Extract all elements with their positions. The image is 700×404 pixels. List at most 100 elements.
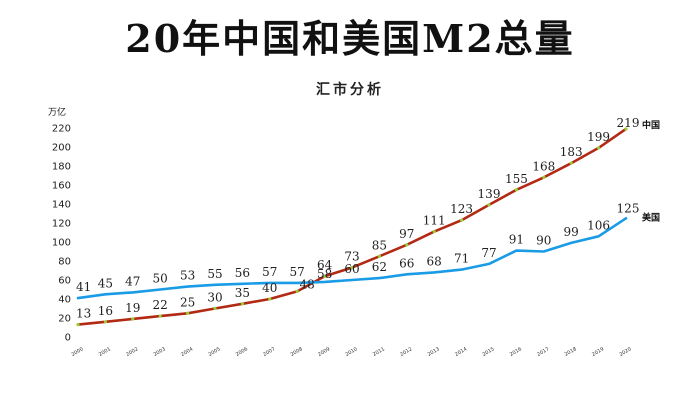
chart-title: 20年中国和美国M2总量 — [125, 16, 575, 61]
x-tick-label: 2004 — [180, 346, 194, 358]
data-label: 90 — [536, 234, 551, 248]
x-tick-label: 2010 — [344, 346, 358, 358]
x-tick-label: 2011 — [372, 346, 386, 358]
data-point — [487, 203, 491, 207]
series-name-label: 美国 — [642, 211, 660, 223]
data-label: 219 — [617, 116, 640, 130]
data-label: 57 — [262, 265, 277, 279]
data-label: 106 — [587, 218, 610, 232]
y-tick-label: 120 — [52, 219, 71, 230]
data-label: 85 — [372, 238, 387, 252]
chart-subtitle: 汇市分析 — [316, 82, 384, 98]
x-tick-label: 2020 — [618, 346, 632, 358]
data-label: 55 — [207, 267, 222, 281]
data-label: 139 — [478, 187, 501, 201]
series-line-1 — [76, 217, 628, 300]
x-tick-label: 2017 — [536, 346, 550, 358]
data-label: 41 — [76, 280, 91, 294]
x-tick-label: 2019 — [591, 346, 605, 358]
y-tick-label: 0 — [65, 333, 71, 344]
data-label: 25 — [180, 295, 195, 309]
x-tick-label: 2000 — [70, 346, 84, 358]
x-axis: 2000 2001 2002 2003 2004 2005 2006 2007 2008 2009… — [70, 346, 632, 358]
data-label: 183 — [560, 145, 583, 159]
y-tick-label: 80 — [58, 257, 71, 268]
x-tick-label: 2008 — [290, 346, 304, 358]
data-label: 97 — [399, 227, 414, 241]
y-tick-label: 20 — [58, 314, 71, 325]
data-label: 13 — [76, 307, 91, 321]
data-label: 66 — [399, 256, 414, 270]
series-layer — [76, 127, 628, 327]
x-tick-label: 2016 — [509, 346, 523, 358]
x-tick-label: 2009 — [317, 346, 331, 358]
data-label: 56 — [235, 266, 250, 280]
data-point — [350, 266, 354, 270]
data-point — [213, 306, 217, 311]
y-tick-label: 220 — [52, 124, 71, 135]
data-label: 45 — [98, 276, 113, 290]
data-point — [186, 311, 190, 315]
data-label: 62 — [372, 260, 387, 274]
data-point — [377, 254, 381, 258]
data-label: 30 — [207, 291, 222, 305]
y-tick-label: 60 — [58, 276, 71, 287]
x-tick-label: 2012 — [399, 346, 413, 358]
data-label: 60 — [344, 262, 359, 276]
data-label: 58 — [317, 267, 332, 281]
data-label: 50 — [153, 272, 168, 286]
y-tick-label: 140 — [52, 200, 71, 211]
x-tick-label: 2015 — [481, 346, 495, 358]
data-label: 16 — [98, 304, 113, 318]
data-label: 123 — [450, 202, 473, 216]
y-axis: 0 20 40 60 80 100 120 140 160 180 200 220 — [52, 124, 71, 344]
data-label: 155 — [505, 172, 528, 186]
data-label: 19 — [125, 301, 140, 315]
data-label: 40 — [262, 281, 277, 295]
data-point — [432, 229, 436, 234]
y-tick-label: 180 — [52, 162, 71, 173]
data-label: 48 — [300, 277, 315, 291]
x-tick-label: 2007 — [262, 346, 276, 358]
data-point — [240, 302, 244, 306]
x-tick-label: 2013 — [427, 346, 441, 358]
x-tick-label: 2006 — [235, 346, 249, 358]
data-label: 22 — [153, 298, 168, 312]
data-point — [158, 314, 162, 318]
y-tick-label: 160 — [52, 181, 71, 192]
data-label: 99 — [564, 225, 579, 239]
y-tick-label: 40 — [58, 295, 71, 306]
x-tick-label: 2002 — [125, 346, 139, 358]
series-line-0 — [76, 127, 628, 326]
x-tick-label: 2001 — [98, 346, 112, 358]
x-tick-label: 2018 — [564, 346, 578, 358]
data-label: 111 — [423, 214, 446, 228]
data-label: 47 — [125, 274, 140, 288]
data-label: 91 — [509, 233, 524, 247]
data-point — [323, 274, 327, 278]
data-label: 68 — [427, 254, 442, 268]
data-point — [569, 161, 573, 165]
x-tick-label: 2014 — [454, 346, 468, 358]
data-label: 77 — [481, 246, 496, 260]
data-point — [460, 218, 464, 222]
data-point — [405, 243, 409, 247]
data-point — [76, 323, 80, 327]
data-label: 57 — [290, 265, 305, 279]
data-label: 71 — [454, 252, 469, 266]
data-point — [624, 127, 628, 131]
data-point — [131, 317, 135, 321]
x-tick-label: 2003 — [153, 346, 167, 358]
data-point — [268, 297, 272, 301]
x-tick-label: 2005 — [207, 346, 221, 358]
data-label: 73 — [344, 250, 359, 264]
data-point — [103, 320, 107, 324]
data-label: 35 — [235, 286, 250, 300]
y-tick-label: 200 — [52, 143, 71, 154]
y-tick-label: 100 — [52, 238, 71, 249]
series-name-label: 中国 — [642, 119, 660, 131]
data-point — [542, 175, 546, 179]
data-label: 53 — [180, 269, 195, 283]
